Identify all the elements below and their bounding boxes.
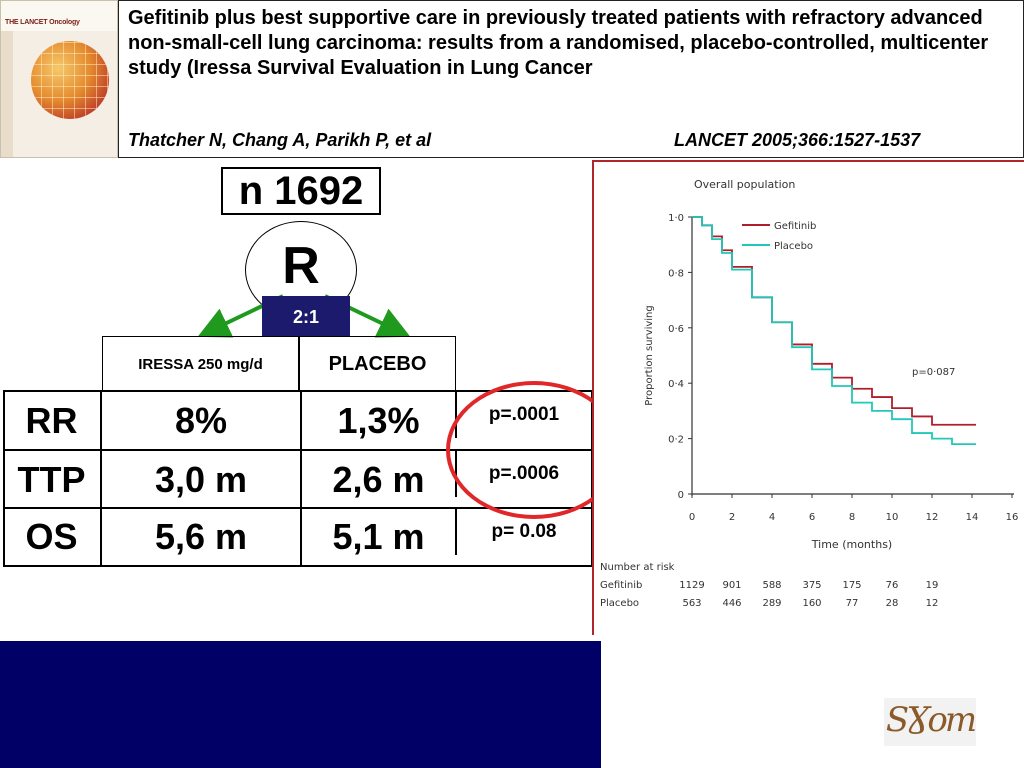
y-tick-label: 0·2 — [668, 435, 684, 446]
y-tick-label: 0 — [678, 490, 684, 501]
randomization-label: R — [282, 237, 320, 295]
y-tick-label: 0·4 — [668, 379, 684, 390]
y-axis-label: Proportion surviving — [644, 305, 655, 406]
at-risk-value: 1129 — [679, 580, 704, 591]
journal-cover-image: THE LANCET Oncology — [0, 0, 118, 158]
km-survival-chart: Overall population 0 0·2 0·4 0·6 0·8 1·0 0 2 4 6 8 1… — [600, 178, 1019, 609]
cell-rr-arm1: 8% — [100, 392, 300, 450]
series-line-gefitinib — [692, 216, 976, 426]
cell-ttp-arm2: 2,6 m — [300, 451, 455, 509]
allocation-ratio: 2:1 — [262, 296, 350, 336]
at-risk-value: 160 — [802, 598, 821, 609]
at-risk-value: 289 — [762, 598, 781, 609]
y-tick-label: 0·8 — [668, 268, 684, 279]
at-risk-value: 375 — [802, 580, 821, 591]
at-risk-value: 77 — [846, 598, 859, 609]
p-value-annotation: p=0·087 — [912, 367, 955, 378]
series-line-placebo — [692, 216, 976, 446]
chart-title: Overall population — [694, 178, 795, 191]
x-axis-label: Time (months) — [811, 538, 892, 551]
cell-rr-arm2: 1,3% — [300, 392, 455, 450]
at-risk-value: 446 — [722, 598, 741, 609]
at-risk-row-label: Gefitinib — [600, 580, 642, 591]
journal-reference: LANCET 2005;366:1527-1537 — [674, 130, 921, 150]
citation-line: Thatcher N, Chang A, Parikh P, et al LAN… — [128, 130, 988, 151]
x-tick-label: 4 — [769, 512, 775, 523]
cell-os-arm2: 5,1 m — [300, 509, 455, 565]
x-tick-label: 12 — [926, 512, 939, 523]
cell-os-arm1: 5,6 m — [100, 509, 300, 565]
row-divider — [3, 507, 593, 509]
at-risk-value: 76 — [886, 580, 899, 591]
authors: Thatcher N, Chang A, Parikh P, et al — [128, 130, 432, 150]
x-tick-label: 6 — [809, 512, 815, 523]
x-tick-label: 8 — [849, 512, 855, 523]
x-tick-label: 14 — [966, 512, 979, 523]
x-tick-label: 16 — [1006, 512, 1019, 523]
at-risk-value: 12 — [926, 598, 939, 609]
at-risk-value: 901 — [722, 580, 741, 591]
society-logo — [884, 698, 976, 746]
table-header-arm2: PLACEBO — [299, 336, 456, 392]
cell-os-p: p= 0.08 — [455, 509, 591, 555]
chart-frame — [592, 160, 1024, 635]
cover-title: THE LANCET Oncology — [5, 19, 80, 26]
at-risk-value: 563 — [682, 598, 701, 609]
at-risk-value: 19 — [926, 580, 939, 591]
legend-label-placebo: Placebo — [774, 241, 813, 252]
y-tick-label: 1·0 — [668, 213, 684, 224]
x-tick-label: 10 — [886, 512, 899, 523]
at-risk-row-label: Placebo — [600, 598, 639, 609]
title-box — [118, 0, 1024, 158]
legend-label-gefitinib: Gefitinib — [774, 221, 816, 232]
row-label-ttp: TTP — [17, 459, 86, 500]
at-risk-value: 588 — [762, 580, 781, 591]
row-divider — [3, 449, 593, 451]
table-header-arm1: IRESSA 250 mg/d — [102, 336, 299, 392]
row-label-os: OS — [25, 516, 78, 557]
cell-ttp-arm1: 3,0 m — [100, 451, 300, 509]
y-tick-label: 0·6 — [668, 324, 684, 335]
row-label-rr: RR — [25, 400, 78, 441]
society-logo-text: SƔom — [885, 700, 977, 740]
x-tick-label: 2 — [729, 512, 735, 523]
at-risk-title: Number at risk — [600, 562, 675, 573]
bottom-panel — [0, 641, 601, 768]
paper-title: Gefitinib plus best supportive care in p… — [128, 7, 989, 79]
at-risk-value: 28 — [886, 598, 899, 609]
sample-size-box: n 1692 — [221, 167, 381, 215]
x-tick-label: 0 — [689, 512, 695, 523]
at-risk-value: 175 — [842, 580, 861, 591]
